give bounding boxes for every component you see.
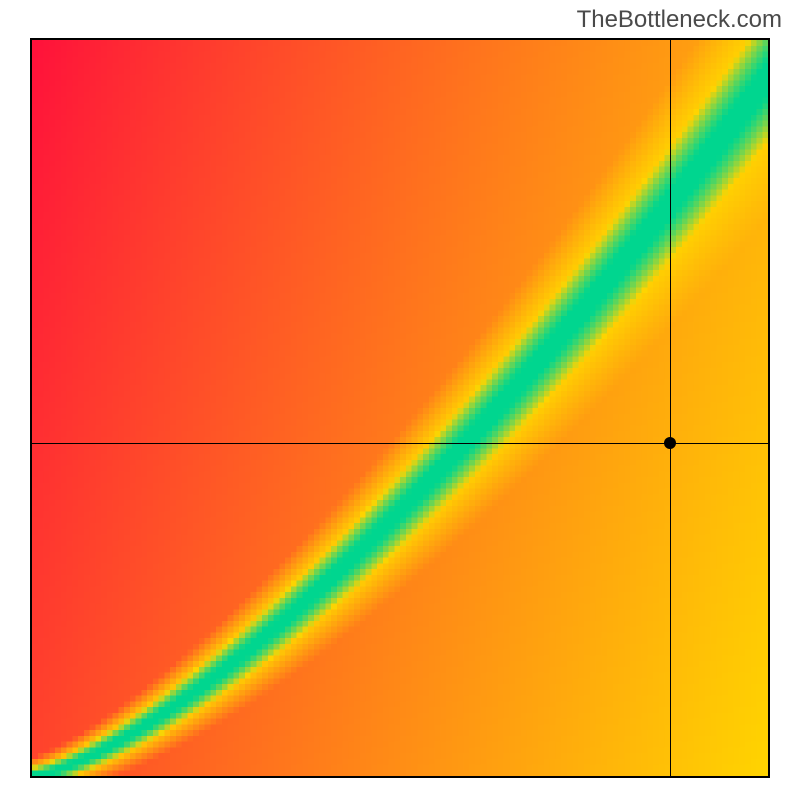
watermark-text: TheBottleneck.com: [577, 6, 782, 34]
bottleneck-heatmap: [32, 40, 768, 776]
plot-area: [30, 38, 770, 778]
crosshair-horizontal: [32, 443, 768, 444]
marker-dot: [664, 437, 676, 449]
crosshair-vertical: [670, 40, 671, 776]
